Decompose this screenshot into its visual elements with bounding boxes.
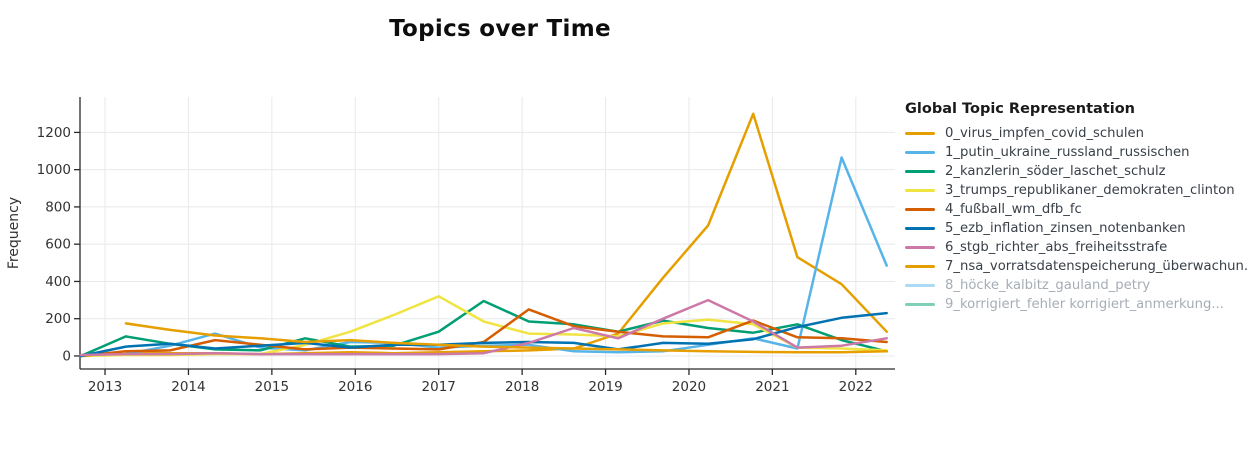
y-tick-label: 400 (45, 274, 71, 290)
legend-swatch-icon (905, 132, 935, 135)
legend-item-6[interactable]: 6_stgb_richter_abs_freiheitsstrafe (905, 238, 1250, 257)
x-tick-label: 2021 (755, 379, 789, 395)
legend-item-label: 7_nsa_vorratsdatenspeicherung_überwachun… (945, 259, 1249, 274)
legend-swatch-icon (905, 170, 935, 173)
legend-item-label: 4_fußball_wm_dfb_fc (945, 202, 1082, 217)
x-tick-label: 2017 (422, 379, 456, 395)
legend-swatch-icon (905, 246, 935, 249)
legend-swatch-icon (905, 303, 935, 306)
y-tick-label: 0 (62, 348, 71, 364)
legend-item-1[interactable]: 1_putin_ukraine_russland_russischen (905, 143, 1250, 162)
legend: Global Topic Representation 0_virus_impf… (905, 101, 1250, 314)
legend-item-2[interactable]: 2_kanzlerin_söder_laschet_schulz (905, 162, 1250, 181)
series-line-5 (79, 311, 888, 358)
series-lines (79, 112, 888, 358)
x-tick-label: 2020 (672, 379, 706, 395)
legend-item-label: 0_virus_impfen_covid_schulen (945, 126, 1145, 141)
x-tick-label: 2022 (839, 379, 873, 395)
x-tick-label: 2014 (171, 379, 205, 395)
legend-item-3[interactable]: 3_trumps_republikaner_demokraten_clinton (905, 181, 1250, 200)
x-tick-label: 2018 (505, 379, 539, 395)
legend-item-7[interactable]: 7_nsa_vorratsdatenspeicherung_überwachun… (905, 257, 1250, 276)
legend-item-label: 8_höcke_kalbitz_gauland_petry (945, 278, 1151, 293)
series-line-6 (79, 298, 888, 357)
legend-item-8[interactable]: 8_höcke_kalbitz_gauland_petry (905, 276, 1250, 295)
legend-swatch-icon (905, 227, 935, 230)
series-line-7 (124, 322, 888, 354)
legend-item-label: 1_putin_ukraine_russland_russischen (945, 145, 1190, 160)
y-tick-label: 200 (45, 311, 71, 327)
legend-item-9[interactable]: 9_korrigiert_fehler korrigiert_anmerkung… (905, 295, 1250, 314)
legend-item-label: 2_kanzlerin_söder_laschet_schulz (945, 164, 1166, 179)
gridlines (80, 97, 895, 369)
y-axis-title: Frequency (6, 196, 22, 270)
legend-item-label: 6_stgb_richter_abs_freiheitsstrafe (945, 240, 1168, 255)
legend-swatch-icon (905, 189, 935, 192)
x-tick-label: 2016 (338, 379, 372, 395)
legend-swatch-icon (905, 151, 935, 154)
y-tick-label: 1200 (37, 125, 71, 141)
legend-item-label: 9_korrigiert_fehler korrigiert_anmerkung… (945, 297, 1224, 312)
y-tick-label: 1000 (37, 162, 71, 178)
chart-title: Topics over Time (389, 16, 611, 42)
legend-swatch-icon (905, 265, 935, 268)
legend-item-5[interactable]: 5_ezb_inflation_zinsen_notenbanken (905, 219, 1250, 238)
x-tick-label: 2015 (255, 379, 289, 395)
legend-items: 0_virus_impfen_covid_schulen 1_putin_ukra… (905, 124, 1250, 314)
legend-swatch-icon (905, 208, 935, 211)
legend-item-0[interactable]: 0_virus_impfen_covid_schulen (905, 124, 1250, 143)
y-tick-label: 600 (45, 237, 71, 253)
legend-swatch-icon (905, 284, 935, 287)
legend-item-label: 3_trumps_republikaner_demokraten_clinton (945, 183, 1235, 198)
y-tick-label: 800 (45, 199, 71, 215)
legend-item-4[interactable]: 4_fußball_wm_dfb_fc (905, 200, 1250, 219)
axes (74, 97, 895, 375)
legend-title: Global Topic Representation (905, 101, 1135, 117)
tick-labels: 2013 2014 2015 2016 2017 2018 2019 2020 2021 2022… (37, 125, 873, 395)
x-tick-label: 2013 (88, 379, 122, 395)
legend-item-label: 5_ezb_inflation_zinsen_notenbanken (945, 221, 1186, 236)
x-tick-label: 2019 (588, 379, 622, 395)
